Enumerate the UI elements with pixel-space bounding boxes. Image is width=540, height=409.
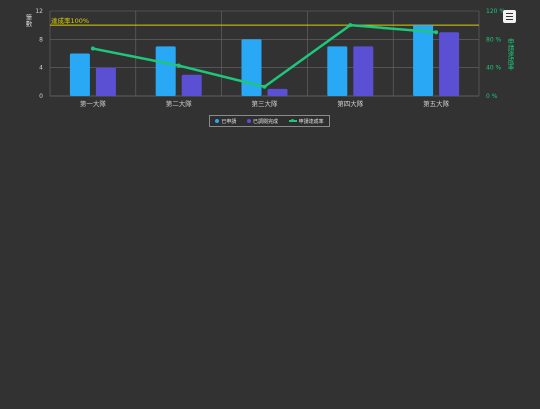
line-rate-point — [90, 46, 95, 51]
legend-label: 申請達成率 — [298, 118, 324, 125]
line-rate-point — [348, 23, 353, 28]
x-category-label: 第一大隊 — [80, 99, 107, 108]
x-category-label: 第三大隊 — [252, 99, 279, 108]
bar-applied — [155, 46, 176, 96]
legend-item-rate[interactable]: 申請達成率 — [288, 118, 324, 125]
x-category-label: 第二大隊 — [166, 99, 193, 108]
hamburger-menu-icon[interactable] — [503, 10, 516, 23]
line-rate — [92, 23, 437, 89]
y-tick-label: 8 — [39, 36, 43, 43]
y-tick-label: 12 — [35, 8, 43, 15]
x-category-label: 第四大隊 — [337, 99, 364, 108]
bar-applied — [327, 46, 348, 96]
chart-legend: 已申請 已調閱完成 申請達成率 — [209, 115, 330, 127]
bar-applied — [69, 53, 90, 96]
legend-item-completed[interactable]: 已調閱完成 — [246, 118, 278, 125]
bar-applied — [413, 25, 434, 97]
line-rate-point — [434, 30, 439, 35]
y2-tick-label: 40 % — [486, 65, 502, 72]
legend-label: 已申請 — [221, 118, 237, 125]
legend-label: 已調閱完成 — [252, 118, 278, 125]
y2-tick-label: 80 % — [486, 36, 502, 43]
bar-completed — [353, 46, 374, 96]
y2-tick-label: 0 % — [486, 93, 498, 100]
bar-completed — [95, 67, 116, 96]
legend-dot-icon — [246, 119, 251, 123]
legend-item-applied[interactable]: 已申請 — [215, 118, 236, 125]
bar-completed — [267, 88, 288, 96]
legend-dot-icon — [215, 119, 220, 123]
y2-axis-title: 申請達成率 — [506, 37, 514, 72]
x-category-label: 第五大隊 — [423, 99, 450, 108]
line-rate-point — [176, 63, 181, 68]
bar-completed — [181, 74, 202, 96]
y-tick-label: 4 — [39, 65, 43, 72]
y-tick-label: 0 — [39, 93, 43, 100]
legend-line-icon — [288, 119, 297, 122]
line-rate-point — [262, 84, 267, 89]
y2-tick-label: 120 % — [486, 8, 505, 15]
bar-completed — [439, 32, 460, 96]
bar-applied — [241, 39, 262, 96]
target-line-label: 達成率100% — [51, 16, 89, 25]
y-axis-title: 筆數 — [24, 13, 32, 29]
